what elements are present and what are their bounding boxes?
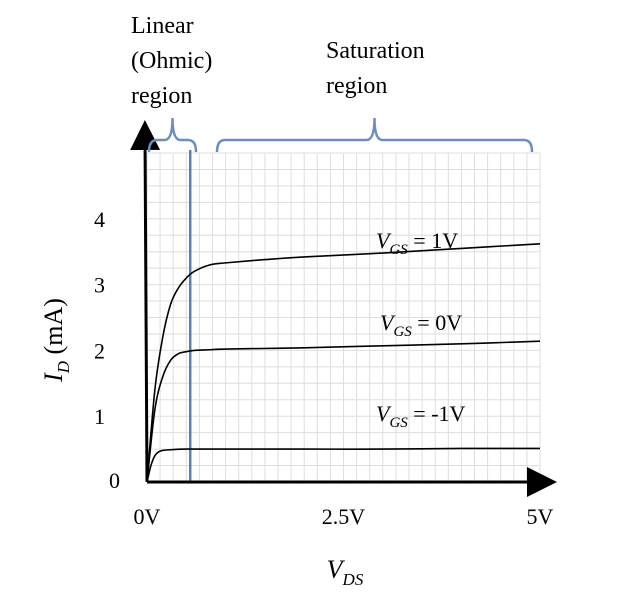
saturation-region-label-line: Saturation: [326, 38, 425, 64]
y-tick-label: 4: [94, 207, 105, 232]
x-axis-title: VDS: [327, 555, 364, 589]
y-tick-label: 1: [94, 404, 105, 429]
series-label-2: VGS = -1V: [376, 401, 466, 431]
curves: [146, 243, 541, 483]
saturation-region-label-line: region: [326, 73, 387, 99]
series-line-1: [146, 340, 541, 483]
labels: Linear (Ohmic) region Saturation region 0 1 2 3 4…: [39, 13, 554, 589]
saturation-region-bracket: [215, 117, 534, 153]
series-line-0: [146, 243, 541, 483]
linear-region-label-line: Linear: [131, 13, 194, 39]
x-tick-label: 5V: [527, 504, 554, 529]
linear-region-bracket: [147, 117, 198, 153]
series-line-2: [146, 447, 541, 483]
series-label-0: VGS = 1V: [376, 228, 458, 258]
axes: [130, 120, 557, 497]
linear-region-label-line: region: [131, 83, 192, 109]
y-tick-label: 2: [94, 338, 105, 363]
y-axis: [130, 120, 161, 483]
series-label-1: VGS = 0V: [380, 310, 462, 340]
y-tick-label: 3: [94, 273, 105, 298]
grid: [146, 152, 541, 483]
region-brackets: [147, 117, 534, 153]
linear-region-label-line: (Ohmic): [131, 48, 212, 74]
x-tick-label: 0V: [134, 504, 161, 529]
y-tick-label: 0: [109, 468, 120, 493]
y-axis-title: ID (mA): [39, 298, 73, 383]
x-tick-label: 2.5V: [322, 504, 366, 529]
